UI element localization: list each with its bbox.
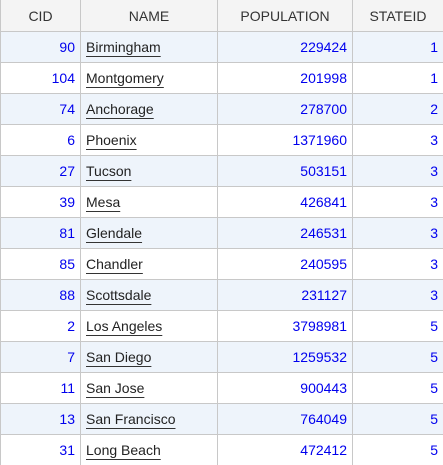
column-header-population[interactable]: POPULATION — [217, 0, 353, 32]
table-row: 88 Scottsdale 231127 3 — [0, 279, 443, 311]
population-cell: 246531 — [217, 217, 353, 249]
stateid-cell: 3 — [352, 248, 443, 280]
population-cell: 764049 — [217, 403, 353, 435]
column-header-cid[interactable]: CID — [0, 0, 81, 32]
name-cell: Glendale — [80, 217, 218, 249]
city-name-link[interactable]: Mesa — [86, 194, 121, 210]
population-cell: 1371960 — [217, 124, 353, 156]
name-cell: San Jose — [80, 372, 218, 404]
city-name-link[interactable]: Tucson — [86, 163, 132, 179]
table-row: 104 Montgomery 201998 1 — [0, 62, 443, 94]
population-cell: 231127 — [217, 279, 353, 311]
table-row: 90 Birmingham 229424 1 — [0, 31, 443, 63]
table-row: 2 Los Angeles 3798981 5 — [0, 310, 443, 342]
city-name-link[interactable]: Birmingham — [86, 39, 161, 55]
name-cell: Tucson — [80, 155, 218, 187]
table-row: 27 Tucson 503151 3 — [0, 155, 443, 187]
city-name-link[interactable]: Chandler — [86, 256, 143, 272]
cid-cell: 31 — [0, 434, 81, 465]
stateid-cell: 3 — [352, 155, 443, 187]
name-cell: Long Beach — [80, 434, 218, 465]
cid-cell: 11 — [0, 372, 81, 404]
name-cell: Anchorage — [80, 93, 218, 125]
cid-cell: 90 — [0, 31, 81, 63]
city-name-link[interactable]: Phoenix — [86, 132, 137, 148]
name-cell: Birmingham — [80, 31, 218, 63]
table-row: 31 Long Beach 472412 5 — [0, 434, 443, 465]
cid-cell: 39 — [0, 186, 81, 218]
cid-cell: 104 — [0, 62, 81, 94]
population-cell: 240595 — [217, 248, 353, 280]
stateid-cell: 5 — [352, 434, 443, 465]
table-row: 7 San Diego 1259532 5 — [0, 341, 443, 373]
cid-cell: 6 — [0, 124, 81, 156]
name-cell: Mesa — [80, 186, 218, 218]
stateid-cell: 5 — [352, 372, 443, 404]
city-name-link[interactable]: Glendale — [86, 225, 143, 241]
cid-cell: 74 — [0, 93, 81, 125]
table-row: 74 Anchorage 278700 2 — [0, 93, 443, 125]
header-row: CID NAME POPULATION STATEID — [0, 0, 443, 32]
name-cell: Los Angeles — [80, 310, 218, 342]
population-cell: 503151 — [217, 155, 353, 187]
stateid-cell: 3 — [352, 124, 443, 156]
name-cell: Chandler — [80, 248, 218, 280]
stateid-cell: 5 — [352, 341, 443, 373]
table-row: 85 Chandler 240595 3 — [0, 248, 443, 280]
population-cell: 1259532 — [217, 341, 353, 373]
cid-cell: 85 — [0, 248, 81, 280]
population-cell: 426841 — [217, 186, 353, 218]
name-cell: Phoenix — [80, 124, 218, 156]
cid-cell: 88 — [0, 279, 81, 311]
table-row: 81 Glendale 246531 3 — [0, 217, 443, 249]
city-name-link[interactable]: Anchorage — [86, 101, 154, 117]
name-cell: Montgomery — [80, 62, 218, 94]
name-cell: Scottsdale — [80, 279, 218, 311]
population-cell: 3798981 — [217, 310, 353, 342]
city-name-link[interactable]: Scottsdale — [86, 287, 152, 303]
stateid-cell: 1 — [352, 31, 443, 63]
stateid-cell: 3 — [352, 279, 443, 311]
cid-cell: 13 — [0, 403, 81, 435]
stateid-cell: 1 — [352, 62, 443, 94]
stateid-cell: 3 — [352, 217, 443, 249]
column-header-stateid[interactable]: STATEID — [352, 0, 443, 32]
population-cell: 229424 — [217, 31, 353, 63]
cid-cell: 27 — [0, 155, 81, 187]
population-cell: 472412 — [217, 434, 353, 465]
population-cell: 900443 — [217, 372, 353, 404]
city-name-link[interactable]: Long Beach — [86, 442, 161, 458]
table-row: 6 Phoenix 1371960 3 — [0, 124, 443, 156]
stateid-cell: 2 — [352, 93, 443, 125]
stateid-cell: 5 — [352, 403, 443, 435]
cid-cell: 2 — [0, 310, 81, 342]
cid-cell: 81 — [0, 217, 81, 249]
cid-cell: 7 — [0, 341, 81, 373]
table-row: 11 San Jose 900443 5 — [0, 372, 443, 404]
population-cell: 278700 — [217, 93, 353, 125]
city-name-link[interactable]: San Diego — [86, 349, 152, 365]
name-cell: San Francisco — [80, 403, 218, 435]
city-name-link[interactable]: San Francisco — [86, 411, 176, 427]
stateid-cell: 5 — [352, 310, 443, 342]
table-row: 39 Mesa 426841 3 — [0, 186, 443, 218]
city-name-link[interactable]: Montgomery — [86, 70, 164, 86]
table-row: 13 San Francisco 764049 5 — [0, 403, 443, 435]
stateid-cell: 3 — [352, 186, 443, 218]
population-cell: 201998 — [217, 62, 353, 94]
city-name-link[interactable]: Los Angeles — [86, 318, 163, 334]
name-cell: San Diego — [80, 341, 218, 373]
city-name-link[interactable]: San Jose — [86, 380, 145, 396]
column-header-name[interactable]: NAME — [80, 0, 218, 32]
